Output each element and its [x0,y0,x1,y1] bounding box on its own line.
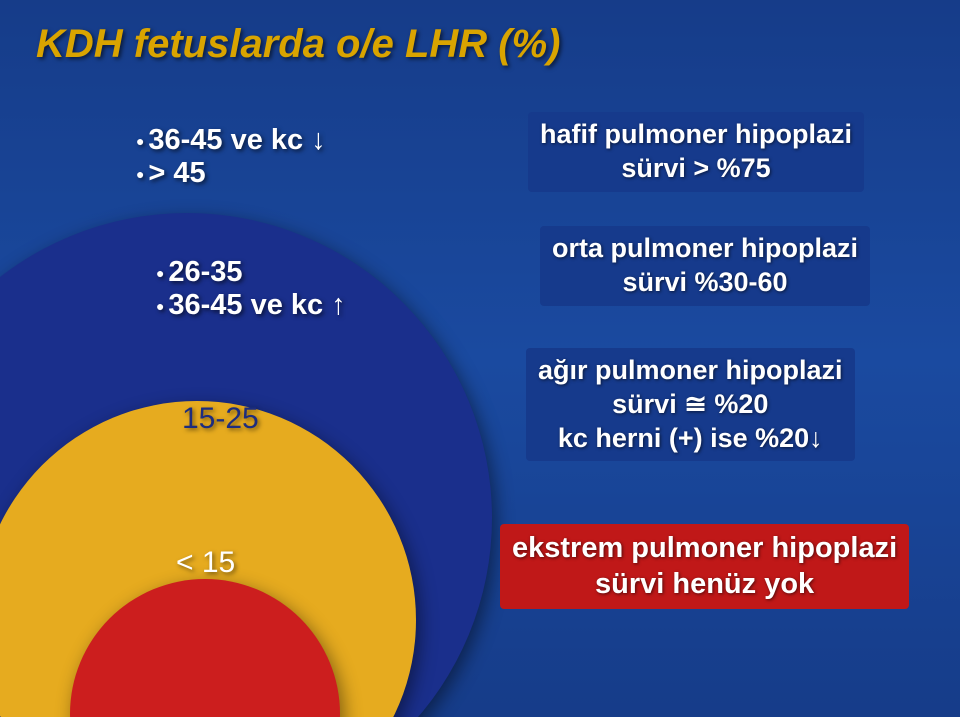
box-agir-line3: kc herni (+) ise %20↓ [538,422,843,456]
box-orta-line1: orta pulmoner hipoplazi [552,232,858,266]
bullet-mid-2: 36-45 ve kc ↑ [156,289,346,322]
box-ekstrem-line2: sürvi henüz yok [512,566,897,602]
bullet-outer-1: 36-45 ve kc ↓ [136,124,326,157]
bullet-mid-1: 26-35 [156,256,346,289]
slide-title: KDH fetuslarda o/e LHR (%) [36,22,561,67]
box-hafif: hafif pulmoner hipoplazi sürvi > %75 [528,112,864,192]
bullet-outer-2: > 45 [136,157,326,190]
box-ekstrem-line1: ekstrem pulmoner hipoplazi [512,530,897,566]
box-orta-line2: sürvi %30-60 [552,266,858,300]
box-agir: ağır pulmoner hipoplazi sürvi ≅ %20 kc h… [526,348,855,461]
box-hafif-line1: hafif pulmoner hipoplazi [540,118,852,152]
box-ekstrem: ekstrem pulmoner hipoplazi sürvi henüz y… [500,524,909,609]
bullets-outer: 36-45 ve kc ↓ > 45 [136,124,326,190]
box-agir-line2: sürvi ≅ %20 [538,388,843,422]
bullets-mid: 26-35 36-45 ve kc ↑ [156,256,346,322]
box-orta: orta pulmoner hipoplazi sürvi %30-60 [540,226,870,306]
box-agir-line1: ağır pulmoner hipoplazi [538,354,843,388]
box-hafif-line2: sürvi > %75 [540,152,852,186]
label-lt-15: < 15 [176,546,235,580]
label-15-25: 15-25 [182,402,259,436]
